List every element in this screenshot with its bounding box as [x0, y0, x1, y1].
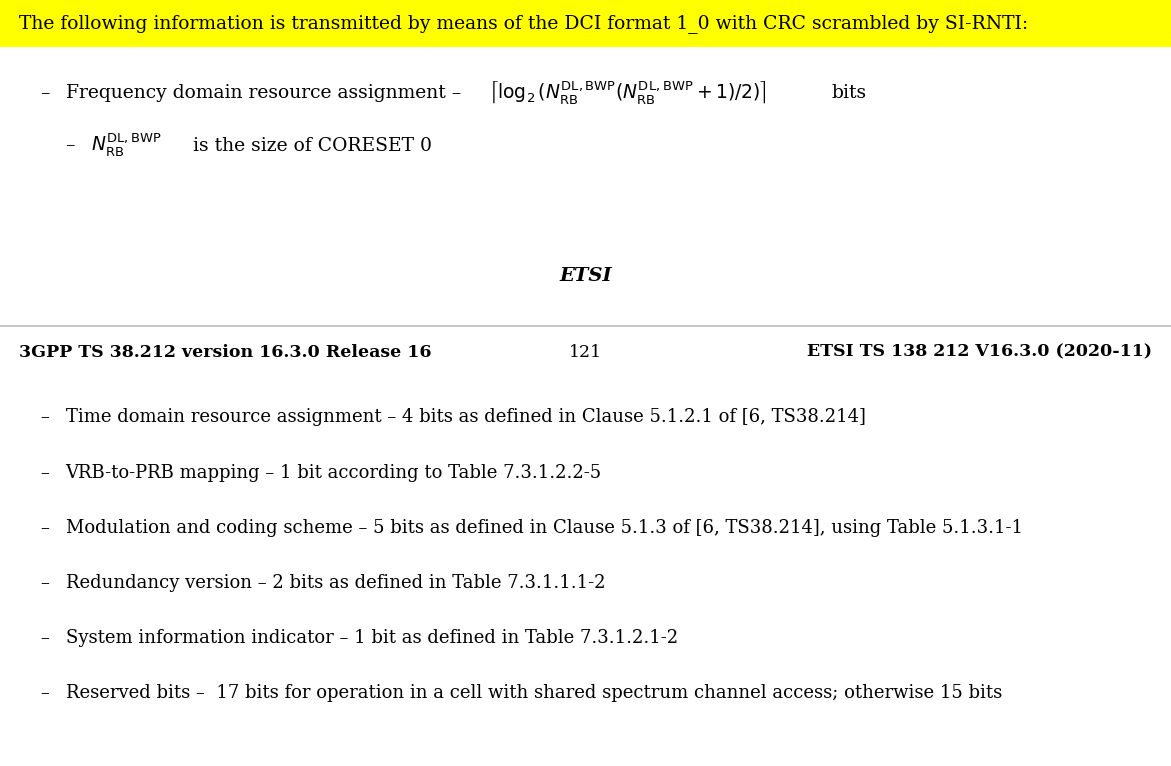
Text: –: –: [40, 519, 49, 537]
Text: –: –: [40, 574, 49, 592]
Text: Time domain resource assignment – 4 bits as defined in Clause 5.1.2.1 of [6, TS3: Time domain resource assignment – 4 bits…: [66, 408, 865, 427]
Text: $\left\lceil \log_2(N_{\rm RB}^{\rm DL,BWP}(N_{\rm RB}^{\rm DL,BWP}+1)/2)\right\: $\left\lceil \log_2(N_{\rm RB}^{\rm DL,B…: [489, 80, 767, 107]
Text: ETSI TS 138 212 V16.3.0 (2020-11): ETSI TS 138 212 V16.3.0 (2020-11): [807, 344, 1152, 361]
Text: System information indicator – 1 bit as defined in Table 7.3.1.2.1-2: System information indicator – 1 bit as …: [66, 629, 678, 647]
Text: VRB-to-PRB mapping – 1 bit according to Table 7.3.1.2.2-5: VRB-to-PRB mapping – 1 bit according to …: [66, 463, 602, 482]
Text: is the size of CORESET 0: is the size of CORESET 0: [187, 136, 432, 155]
Text: –: –: [40, 684, 49, 702]
Text: $N_{\rm RB}^{\rm DL,BWP}$: $N_{\rm RB}^{\rm DL,BWP}$: [91, 132, 163, 159]
Text: –: –: [66, 136, 75, 155]
Text: 3GPP TS 38.212 version 16.3.0 Release 16: 3GPP TS 38.212 version 16.3.0 Release 16: [19, 344, 431, 361]
Text: Redundancy version – 2 bits as defined in Table 7.3.1.1.1-2: Redundancy version – 2 bits as defined i…: [66, 574, 605, 592]
Text: –: –: [40, 84, 49, 103]
Text: bits: bits: [831, 84, 867, 103]
Text: –: –: [40, 629, 49, 647]
Text: –: –: [40, 463, 49, 482]
Bar: [0, 0, 1171, 47]
Text: 121: 121: [569, 344, 602, 361]
Text: Frequency domain resource assignment –: Frequency domain resource assignment –: [66, 84, 461, 103]
Text: –: –: [40, 408, 49, 427]
Text: Modulation and coding scheme – 5 bits as defined in Clause 5.1.3 of [6, TS38.214: Modulation and coding scheme – 5 bits as…: [66, 519, 1022, 537]
Text: ETSI: ETSI: [560, 267, 611, 285]
Text: The following information is transmitted by means of the DCI format 1_0 with CRC: The following information is transmitted…: [19, 15, 1028, 33]
Text: Reserved bits –  17 bits for operation in a cell with shared spectrum channel ac: Reserved bits – 17 bits for operation in…: [66, 684, 1002, 702]
